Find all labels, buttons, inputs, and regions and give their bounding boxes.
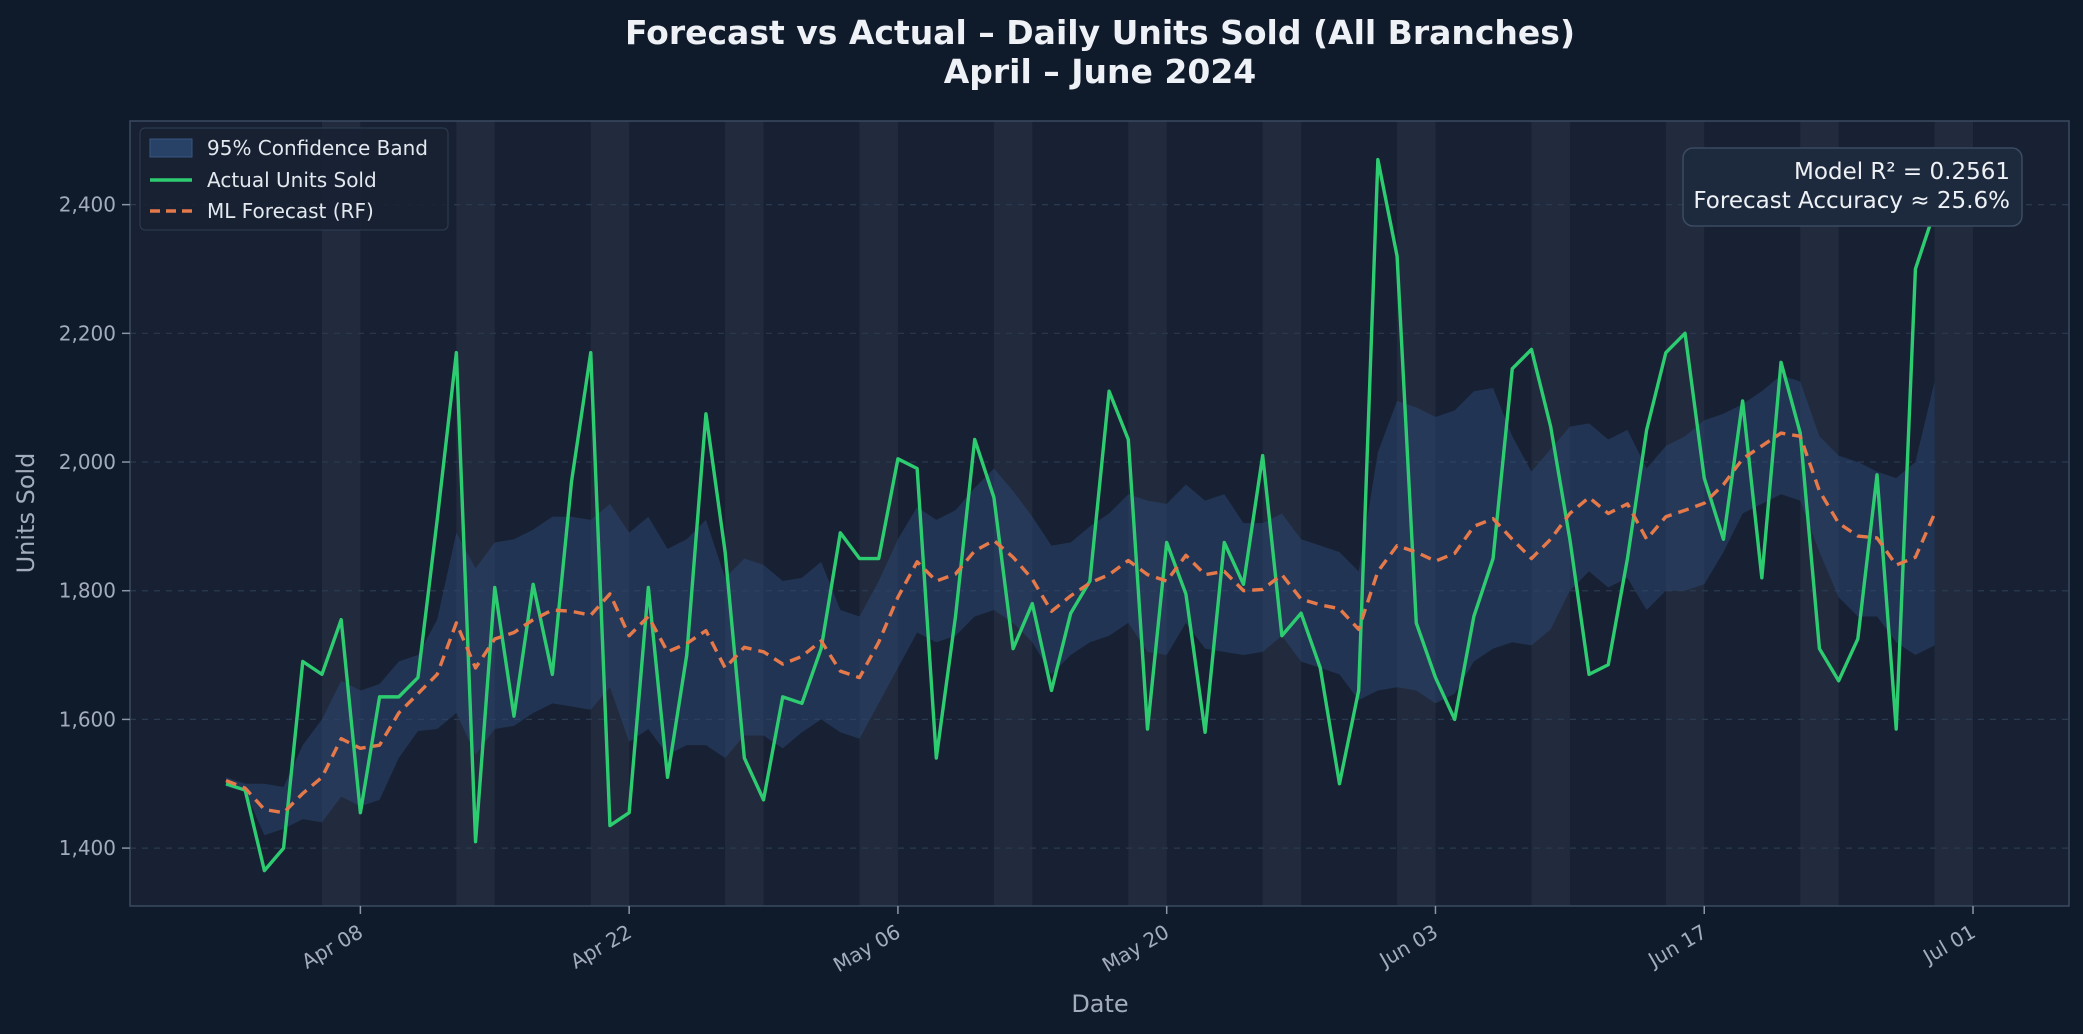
y-tick-label: 1,400 (59, 836, 116, 860)
legend-actual-label: Actual Units Sold (207, 168, 377, 192)
y-tick-label: 1,800 (59, 579, 116, 603)
weekend-band (1934, 121, 1974, 906)
y-tick-label: 2,400 (59, 193, 116, 217)
weekend-band (859, 121, 898, 906)
metrics-accuracy: Forecast Accuracy ≈ 25.6% (1693, 188, 2010, 214)
confidence-band (225, 375, 1935, 836)
y-axis-ticks: 1,400 1,600 1,800 2,000 2,200 2,400 (59, 193, 130, 860)
plot-area (129, 120, 2070, 907)
plot-border (129, 120, 2070, 907)
metrics-annotation: Model R² = 0.2561 Forecast Accuracy ≈ 25… (1682, 147, 2023, 227)
legend-box (139, 127, 449, 231)
actual-units-line (225, 157, 1937, 873)
y-tick-label: 2,000 (59, 450, 116, 474)
metrics-box (1682, 147, 2023, 227)
chart-subtitle: April – June 2024 (944, 52, 1257, 91)
y-tick-label: 2,200 (59, 321, 116, 345)
weekend-band (725, 121, 764, 906)
legend-band-swatch (149, 138, 193, 158)
plot-background (130, 121, 2069, 906)
forecast-line (225, 431, 1937, 815)
y-tick-label: 1,600 (59, 707, 116, 731)
y-axis-label: Units Sold (12, 453, 40, 574)
legend-band-label: 95% Confidence Band (207, 136, 428, 160)
chart-title: Forecast vs Actual – Daily Units Sold (A… (625, 13, 1575, 52)
x-axis-label: Date (1071, 990, 1128, 1018)
legend: 95% Confidence Band Actual Units Sold ML… (139, 127, 449, 231)
legend-forecast-label: ML Forecast (RF) (207, 199, 374, 223)
metrics-r2: Model R² = 0.2561 (1794, 159, 2010, 185)
